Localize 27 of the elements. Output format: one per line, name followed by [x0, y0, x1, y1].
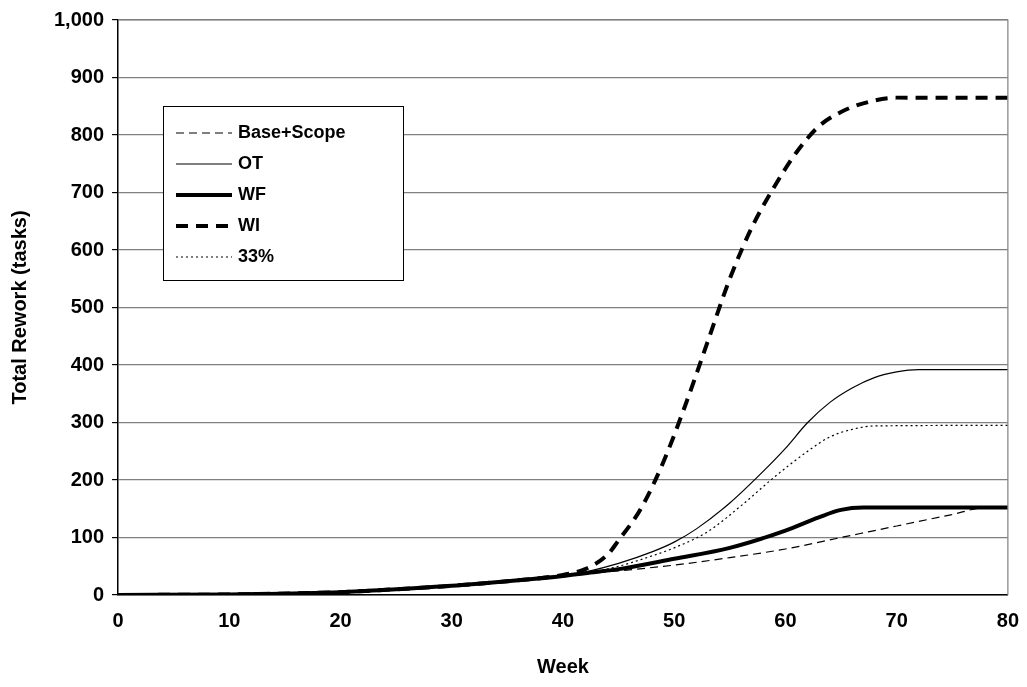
- y-tick-label: 1,000: [53, 7, 105, 30]
- y-axis-title: Total Rework (tasks): [7, 210, 30, 405]
- y-tick-label: 700: [70, 180, 105, 203]
- y-tick-label: 300: [70, 410, 105, 433]
- y-tick-label: 400: [70, 352, 105, 375]
- x-tick-label: 50: [663, 608, 686, 631]
- x-tick-label: 60: [774, 608, 797, 631]
- x-tick-label: 20: [329, 608, 352, 631]
- legend-label: WI: [238, 215, 261, 236]
- x-tick-label: 40: [551, 608, 575, 631]
- y-tick-label: 100: [70, 525, 105, 548]
- legend-label: OT: [238, 153, 264, 174]
- y-tick-label: 900: [70, 65, 105, 88]
- y-tick-label: 0: [92, 582, 105, 605]
- x-tick-label: 80: [996, 608, 1019, 631]
- x-tick-label: 0: [112, 608, 124, 631]
- y-tick-label: 500: [70, 295, 105, 318]
- x-tick-label: 10: [218, 608, 241, 631]
- x-tick-label: 70: [885, 608, 908, 631]
- x-axis-title: Week: [537, 654, 590, 677]
- legend-label: Base+Scope: [238, 122, 346, 143]
- x-tick-label: 30: [440, 608, 463, 631]
- y-tick-label: 200: [70, 467, 105, 490]
- legend-label: WF: [238, 184, 267, 205]
- y-tick-label: 600: [70, 237, 105, 260]
- y-tick-label: 800: [70, 122, 105, 145]
- legend-label: 33%: [238, 246, 275, 267]
